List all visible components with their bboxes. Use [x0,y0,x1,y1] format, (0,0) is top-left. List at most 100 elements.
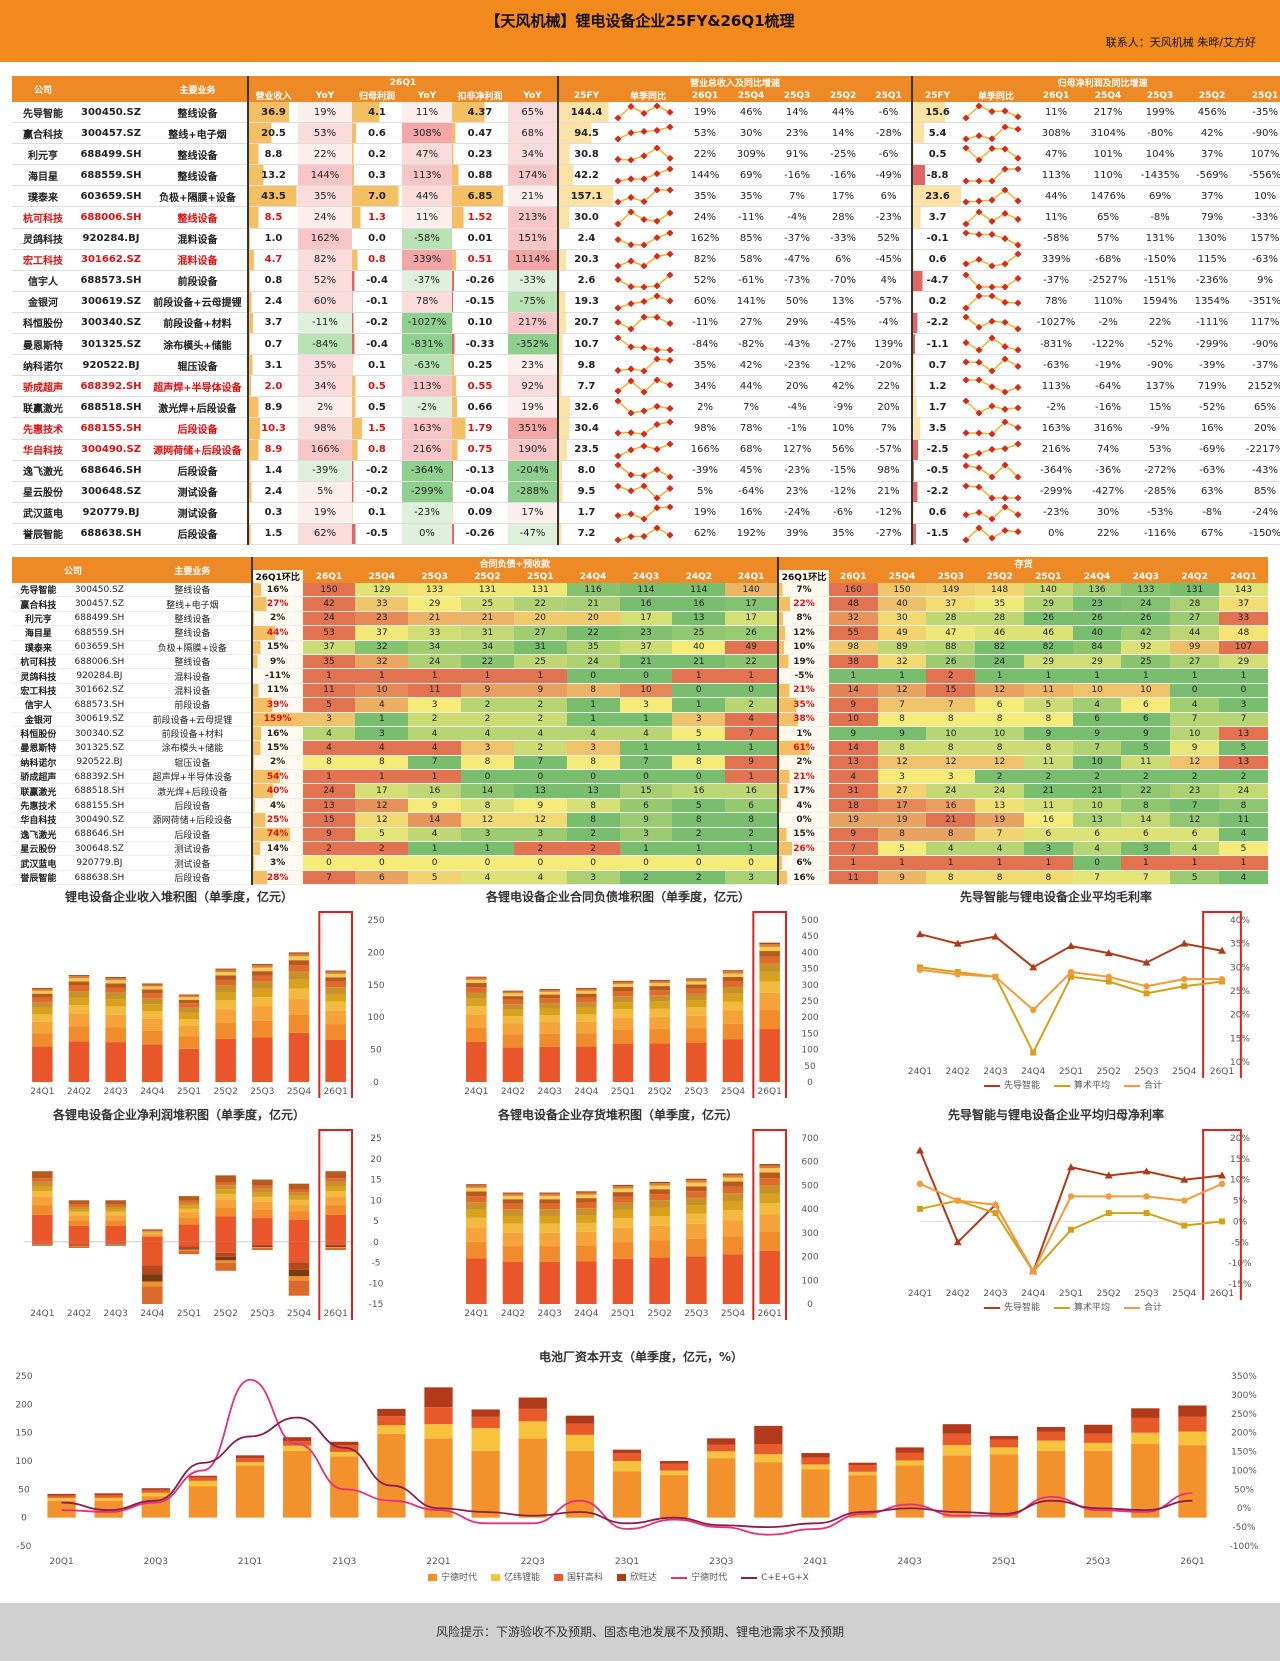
q1-revenue-yoy: 162% [298,228,352,250]
bar-segment [215,1023,236,1039]
spark-point [653,356,661,363]
company-name: 璞泰来 [12,640,65,655]
growth-line [61,1378,1193,1536]
contract-value: 8 [355,755,409,771]
contract-value: 2 [513,712,567,727]
bar-segment [759,1165,780,1169]
bar-segment [502,993,524,997]
series-point [1067,1193,1075,1200]
bar-segment [989,1447,1019,1455]
inventory-value: 6 [1023,827,1073,843]
bar-segment [759,992,780,1010]
bar-segment [649,1043,670,1082]
bar-segment [801,1457,830,1465]
contract-value: 1 [513,668,567,684]
netprofit-yoy-quarter: -151% [1134,270,1187,292]
contract-value: 0 [566,668,620,684]
bar-segment [142,1231,163,1233]
spark-point [1001,166,1009,174]
spark-point [962,398,970,405]
y-tick-label: -50 [17,1542,32,1552]
inventory-value: 27 [1170,654,1219,670]
bar-segment [178,1200,200,1203]
table-row: 武汉蓝电 920779.BJ 测试设备 0.3 19% 0.1 -23% 0.09 17% 1.7… [12,502,1280,524]
bar-segment [539,998,560,1003]
bar-segment [1131,1408,1160,1418]
bar-segment [252,1209,273,1219]
q1-revenue-yoy: -11% [298,312,352,335]
revenue-yoy-quarter: -23% [866,206,913,229]
bar-segment [178,995,200,998]
bar-segment [235,1465,265,1518]
group-contract: 合同负债+预收款 [250,557,779,570]
contract-value: 4 [355,740,409,756]
company-name: 杭可科技 [12,206,74,229]
contract-value: 1 [619,740,673,756]
bar-segment [252,988,273,998]
spark-point [1014,424,1022,432]
inventory-value: 13 [1219,755,1268,771]
bar-segment [759,942,780,945]
revenue-yoy-quarter: -9% [820,396,867,419]
contract-value: 32 [355,640,409,655]
company-name: 灵鸽科技 [12,228,74,250]
inventory-value: 10 [1072,798,1122,814]
series-point [1180,939,1189,947]
y-tick-label: 600 [801,1158,818,1168]
bar-segment [141,1489,170,1493]
q1-deducted-netprofit-yoy: 65% [508,102,559,124]
bar-segment [801,1464,830,1470]
q1-deducted-netprofit: 0.23 [452,143,508,166]
revenue-yoy-quarter: 52% [682,270,729,292]
contract-value: 11 [302,683,356,699]
revenue-sparkline-cell [614,143,683,166]
contract-value: 0 [461,855,514,871]
contract-value: 133 [408,583,462,598]
spark-point [666,108,674,116]
contract-value: 1 [619,841,673,857]
contract-value: 24 [302,783,356,799]
sparkline [614,271,674,290]
q1-deducted-netprofit: 4.37 [452,102,508,124]
bar-segment [612,1009,634,1018]
business: 整线设备 [148,102,248,124]
contract-value: 1 [725,740,779,756]
x-tick-label: 22Q1 [426,1557,450,1567]
inventory-value: 8 [877,740,927,756]
bar-segment [377,1416,406,1426]
company-name: 华自科技 [12,812,65,828]
bar-segment-negative [178,1250,200,1255]
table-row: 金银河 300619.SZ 前段设备+云母提锂 2.4 60% -0.1 78% -0.15-… [12,291,1280,313]
bar-segment-negative [252,1246,273,1248]
spark-point [640,430,648,438]
bar-segment [722,1177,744,1182]
legend-label: 宁德时代 [691,1573,728,1583]
stock-code: 688518.SH [64,783,134,799]
spark-point [1014,494,1022,501]
revenue-yoy-quarter: -61% [728,270,775,292]
revenue-yoy-quarter: 162% [682,228,729,250]
bar-segment [707,1444,736,1452]
q1-deducted-netprofit-yoy: -47% [508,523,559,545]
sparkline [962,124,1022,143]
bar-segment [68,1206,90,1209]
inventory-value: 29 [1023,654,1073,670]
netprofit-yoy-quarter: -2% [1030,396,1083,419]
netprofit-yoy-quarter: 53% [1134,439,1187,461]
bar-segment [612,1043,634,1082]
table-row: 先惠技术 688155.SH 后段设备 4% 13 12 9 8 9 8 6 5 6 4% 18 17 16 13… [12,798,1268,814]
inventory-qoq: 12% [777,625,829,641]
inventory-value: 9 [877,870,927,886]
netprofit-sparkline-cell [962,270,1031,292]
table-row: 杭可科技 688006.SH 整线设备 8.5 24% 1.3 11% 1.52 213% 30.… [12,206,1280,229]
company-name: 璞泰来 [12,185,74,208]
inventory-value: 1 [1219,855,1268,871]
y-tick-label: 100 [15,1457,32,1467]
contract-value: 4 [725,712,779,727]
bar-segment [722,1193,744,1201]
legend-label: 欣旺达 [630,1573,658,1583]
company-name: 海目星 [12,625,65,641]
contract-value: 1 [672,740,726,756]
spark-point [988,135,996,143]
y-tick-label: 450 [801,932,818,942]
